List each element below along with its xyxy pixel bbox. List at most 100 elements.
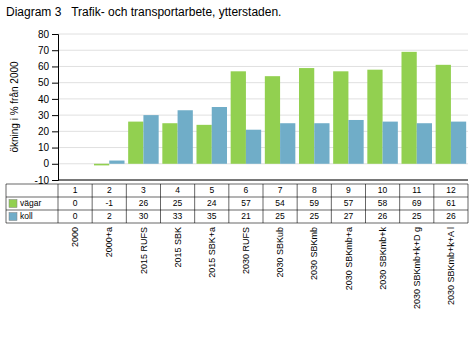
- y-tick: 50: [38, 77, 58, 88]
- y-tick: 30: [38, 110, 58, 121]
- x-tick: 2030 SBKmb+a: [344, 227, 354, 290]
- data-table: 123456789101112vägar0-126252457545957586…: [6, 184, 468, 223]
- table-line: [228, 184, 229, 223]
- bar: [246, 130, 261, 164]
- data-label: 21: [241, 211, 251, 221]
- bar: [60, 163, 75, 164]
- data-label: 59: [310, 198, 320, 208]
- data-label: 25: [412, 211, 422, 221]
- table-column-label: 7: [278, 185, 283, 195]
- chart: Diagram 3 Trafik- och transportarbete, y…: [0, 0, 476, 339]
- bar: [231, 71, 246, 163]
- x-tick: 2030 RUFS: [241, 227, 251, 274]
- y-tick-mark: [52, 164, 58, 165]
- data-label: 61: [446, 198, 456, 208]
- bar: [94, 164, 109, 166]
- y-tick-mark: [52, 180, 58, 181]
- y-tick: 20: [38, 126, 58, 137]
- y-axis: -1001020304050607080: [35, 29, 59, 186]
- table-line: [6, 210, 468, 211]
- table-line: [399, 184, 400, 223]
- table-column-label: 10: [378, 185, 388, 195]
- legend-item: vägar: [9, 198, 41, 208]
- table-line: [297, 184, 298, 223]
- x-tick-label: 2000: [70, 227, 80, 247]
- bar: [75, 163, 90, 164]
- x-axis: 20002000+a2015 RUFS2015 SBK2015 SBK+a203…: [70, 227, 456, 310]
- x-tick: 2030 SBKmb+k+D g: [412, 227, 422, 309]
- data-label: 25: [173, 198, 183, 208]
- y-tick-label: 20: [38, 126, 50, 137]
- legend-label: vägar: [20, 198, 41, 208]
- y-axis-line: [52, 35, 59, 181]
- x-tick: 2030 SBKmb+k: [378, 227, 388, 290]
- bar: [436, 65, 451, 164]
- table-line: [126, 184, 127, 223]
- y-tick-label: 80: [38, 29, 50, 40]
- y-tick: 60: [38, 61, 58, 72]
- x-tick: 2030 SBKmb: [309, 227, 319, 280]
- bar-series: [94, 52, 451, 166]
- table-line: [58, 184, 59, 223]
- legend-swatch: [9, 213, 17, 221]
- x-tick: 2015 RUFS: [139, 227, 149, 274]
- bar: [143, 115, 158, 164]
- bars: [94, 52, 466, 166]
- table-column-label: 1: [73, 185, 78, 195]
- table-column-label: 11: [412, 185, 421, 195]
- data-label: 25: [310, 211, 320, 221]
- x-tick-label: 2030 SBKub: [275, 227, 285, 278]
- legend-item: koll: [9, 211, 33, 221]
- x-tick: 2000: [70, 227, 80, 247]
- y-tick-label: 70: [38, 45, 50, 56]
- y-tick-mark: [52, 131, 58, 132]
- table-line: [194, 184, 195, 223]
- y-tick-label: 0: [43, 158, 49, 169]
- bar: [417, 123, 432, 164]
- table-line: [6, 197, 468, 198]
- data-label: 24: [207, 198, 217, 208]
- y-tick-mark: [52, 83, 58, 84]
- bar: [109, 161, 124, 164]
- y-axis-title: ökning i % från 2000: [9, 61, 20, 153]
- data-label: 58: [378, 198, 388, 208]
- table-line: [468, 184, 469, 223]
- table-line: [433, 184, 434, 223]
- y-tick-mark: [52, 115, 58, 116]
- grid-line: [58, 34, 468, 35]
- table-column-label: 4: [175, 185, 180, 195]
- grid-line: [58, 180, 468, 181]
- table-line: [263, 184, 264, 223]
- y-tick: 80: [38, 29, 58, 40]
- bar: [212, 107, 227, 164]
- x-tick-label: 2015 SBK+a: [207, 227, 217, 278]
- y-tick: 0: [43, 158, 58, 169]
- table-column-label: 5: [209, 185, 214, 195]
- y-tick-label: 60: [38, 61, 50, 72]
- table-column-label: 6: [244, 185, 249, 195]
- bar: [348, 120, 363, 164]
- table-column-label: 9: [346, 185, 351, 195]
- x-tick-label: 2015 RUFS: [139, 227, 149, 274]
- y-tick-mark: [52, 34, 58, 35]
- bar: [314, 123, 329, 164]
- table-column-label: 2: [107, 185, 112, 195]
- data-label: 26: [378, 211, 388, 221]
- x-tick: 2015 SBK: [173, 227, 183, 268]
- x-tick: 2015 SBK+a: [207, 227, 217, 278]
- x-tick-label: 2030 RUFS: [241, 227, 251, 274]
- table-line: [331, 184, 332, 223]
- y-tick-label: 40: [38, 94, 50, 105]
- y-tick-mark: [52, 50, 58, 51]
- x-axis-line: [58, 180, 468, 181]
- data-label: 54: [275, 198, 285, 208]
- y-tick-label: 50: [38, 77, 50, 88]
- grid-line: [58, 50, 468, 51]
- x-tick-label: 2030 SBKmb: [309, 227, 319, 280]
- data-label: -1: [105, 198, 113, 208]
- x-tick: 2030 SBKub: [275, 227, 285, 278]
- bar: [401, 52, 416, 164]
- x-tick-label: 2030 SBKmb+k: [378, 227, 388, 290]
- table-line: [92, 184, 93, 223]
- data-label: 26: [139, 198, 149, 208]
